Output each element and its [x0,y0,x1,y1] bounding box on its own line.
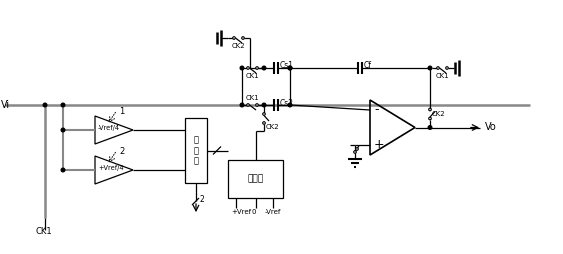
Circle shape [233,37,235,39]
Text: Cs1: Cs1 [280,61,294,71]
Text: CK1: CK1 [246,95,260,101]
Circle shape [288,103,292,107]
Circle shape [354,151,356,153]
Circle shape [256,104,258,106]
Text: +: + [374,138,385,151]
Text: 选择器: 选择器 [247,174,263,183]
Text: +Vref: +Vref [231,209,251,215]
Circle shape [61,168,65,172]
Circle shape [263,113,265,115]
Text: Vo: Vo [485,122,497,133]
Circle shape [240,66,244,70]
Circle shape [240,103,244,107]
Text: 1: 1 [119,107,124,117]
Text: CK2: CK2 [266,124,280,130]
Circle shape [428,126,432,129]
Circle shape [446,67,448,69]
Text: Vi: Vi [1,100,10,110]
Circle shape [61,103,65,107]
Circle shape [247,67,249,69]
Circle shape [43,103,47,107]
Circle shape [262,66,266,70]
Circle shape [428,66,432,70]
Text: 2: 2 [119,148,124,156]
Text: 2: 2 [200,196,205,204]
Bar [185,118,207,183]
Text: CK1: CK1 [35,228,52,236]
Text: 编
码
器: 编 码 器 [194,136,199,165]
Circle shape [428,117,431,120]
Circle shape [256,67,258,69]
Text: CK1: CK1 [246,73,260,79]
Text: CK2: CK2 [232,43,245,49]
Text: -Vref/4: -Vref/4 [98,125,120,131]
Circle shape [428,108,431,111]
Circle shape [262,103,266,107]
Text: +Vref/4: +Vref/4 [98,165,124,171]
Circle shape [356,148,358,150]
Circle shape [247,104,249,106]
Text: CK2: CK2 [432,110,446,117]
Circle shape [437,67,439,69]
Text: Cf: Cf [364,61,372,71]
Circle shape [288,66,292,70]
Text: 0: 0 [251,209,256,215]
Text: CK1: CK1 [436,73,450,79]
Circle shape [288,66,292,70]
Text: Cs2: Cs2 [280,99,294,107]
Circle shape [242,37,244,39]
Text: -Vref: -Vref [265,209,282,215]
Circle shape [61,128,65,132]
Bar [228,160,283,198]
Circle shape [263,122,265,124]
Text: -: - [374,103,378,117]
